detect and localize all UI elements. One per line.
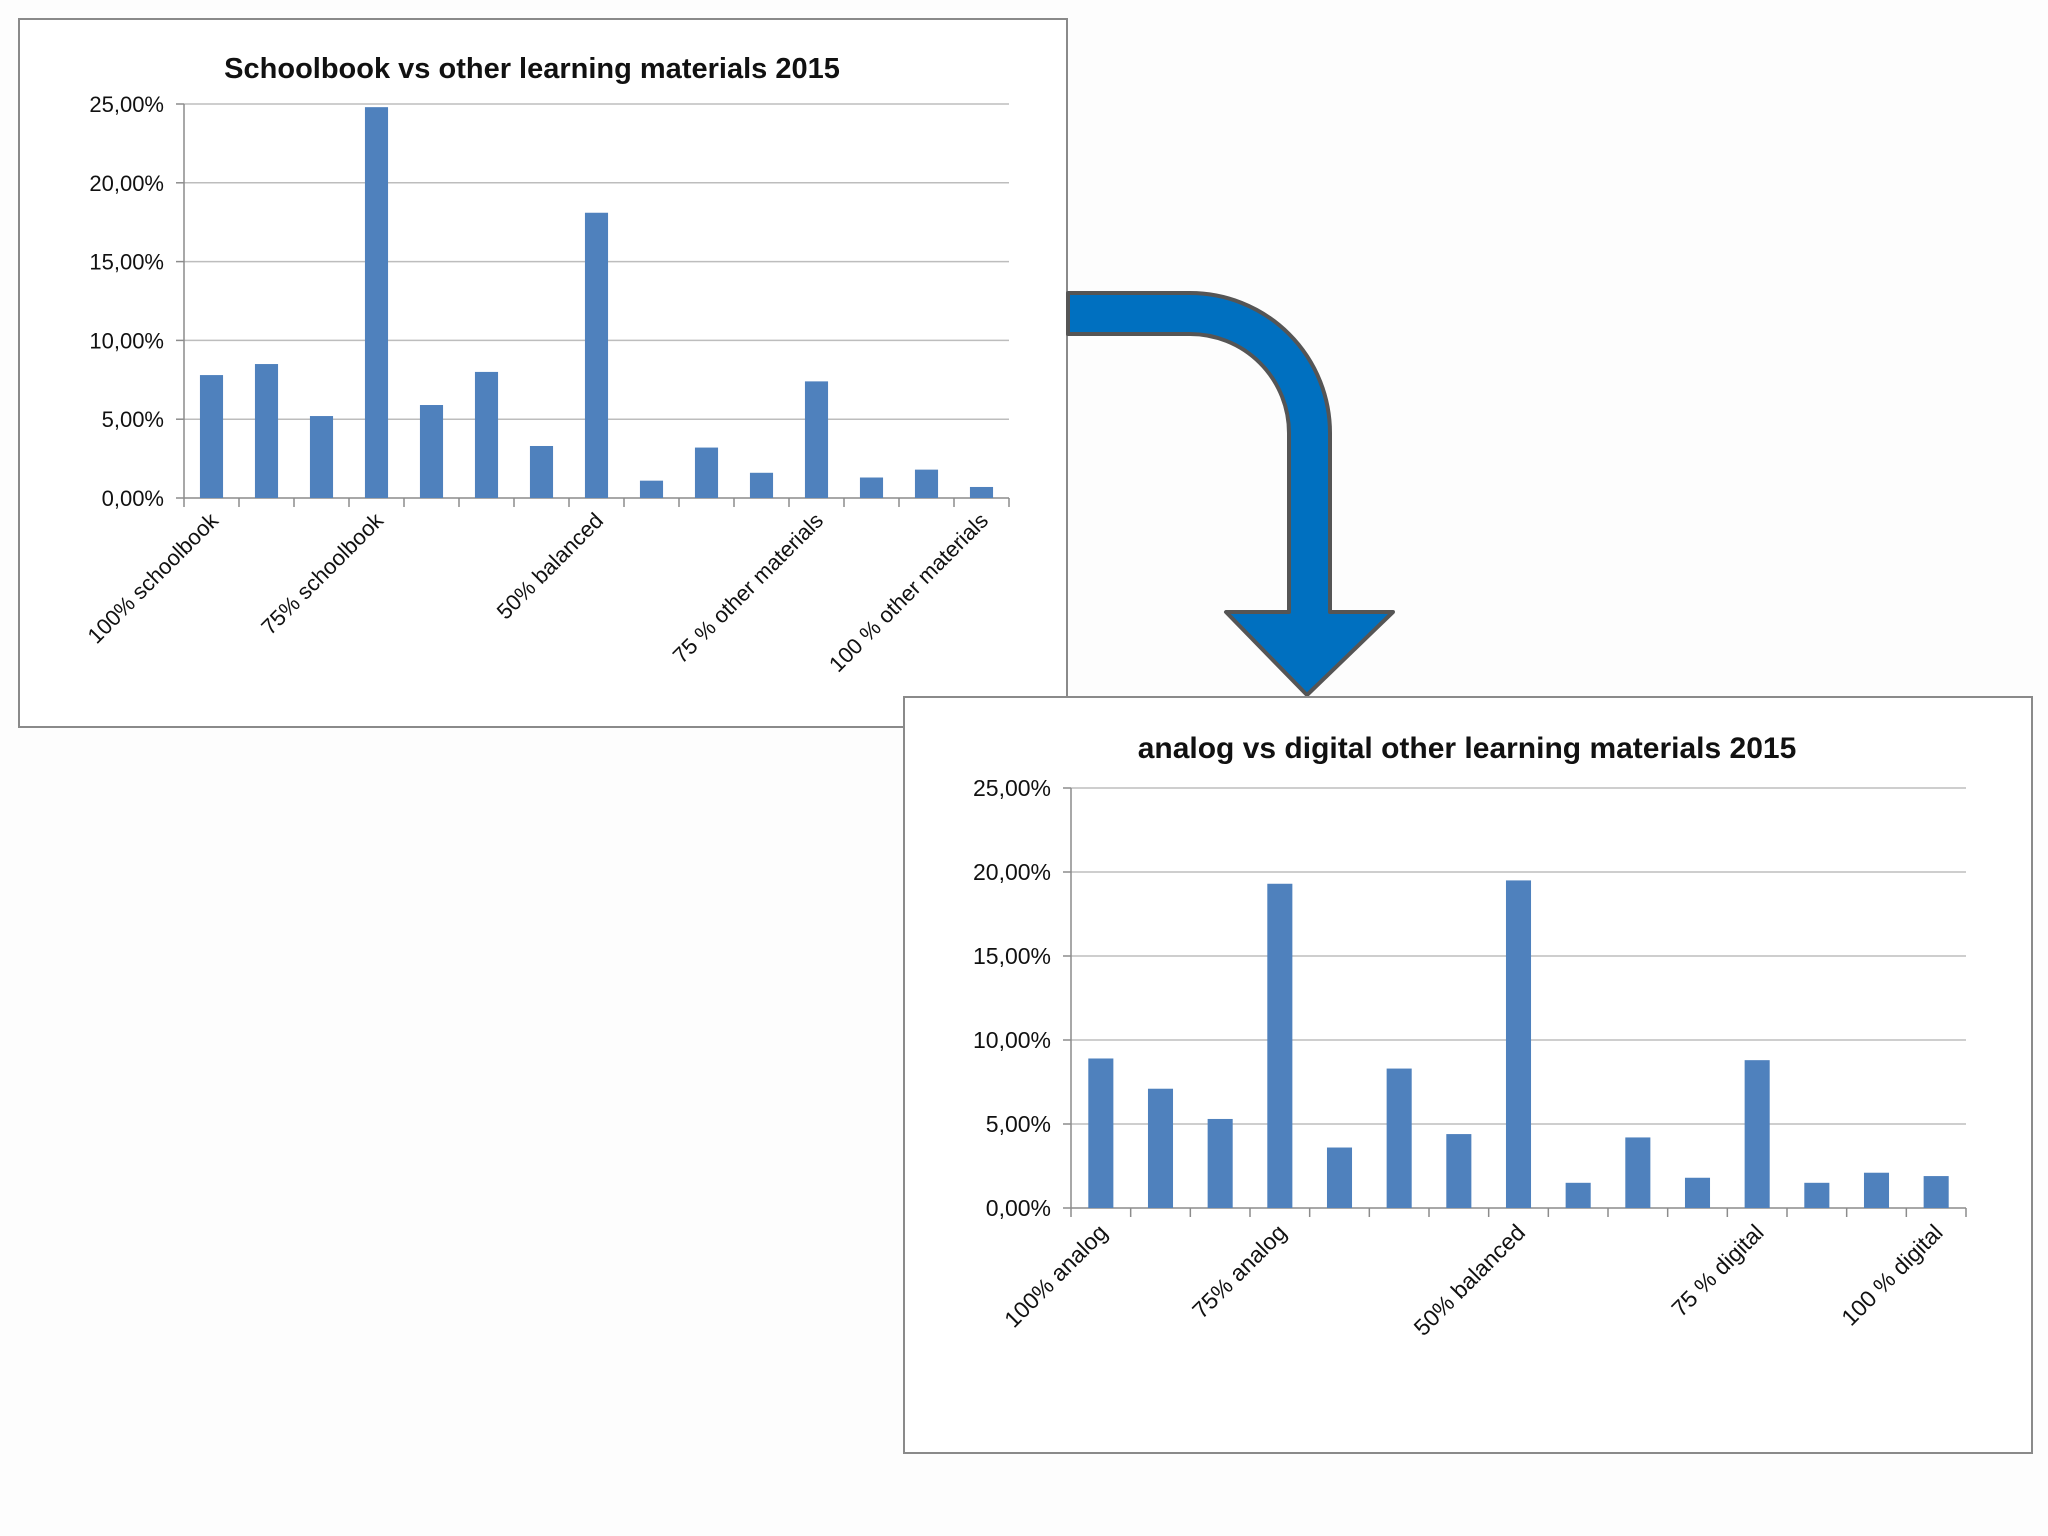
chart-title: Schoolbook vs other learning materials 2… [224, 53, 840, 85]
bar [419, 405, 444, 498]
bar [254, 364, 279, 498]
y-tick-label: 5,00% [986, 1111, 1051, 1137]
schoolbook-chart: Schoolbook vs other learning materials 2… [83, 53, 1010, 677]
bar [1625, 1137, 1651, 1208]
x-category-label: 75 % digital [1666, 1219, 1768, 1321]
bar [309, 416, 334, 498]
bar [694, 447, 719, 498]
y-tick-label: 5,00% [102, 407, 164, 432]
chart-panel-schoolbook: Schoolbook vs other learning materials 2… [18, 18, 1068, 728]
bar [529, 445, 554, 498]
bar [804, 381, 829, 498]
chart-panel-analog-digital: analog vs digital other learning materia… [903, 696, 2033, 1454]
y-tick-label: 10,00% [89, 328, 164, 353]
y-tick-label: 0,00% [986, 1195, 1051, 1221]
y-tick-label: 0,00% [102, 486, 164, 511]
bar [1446, 1134, 1472, 1208]
bar [474, 371, 499, 498]
bar [969, 486, 994, 498]
bar [1565, 1182, 1591, 1208]
bar [1326, 1147, 1353, 1208]
bar [364, 107, 389, 498]
y-tick-label: 25,00% [89, 92, 164, 117]
bar [199, 375, 224, 498]
bar [1684, 1177, 1711, 1208]
bar [1863, 1172, 1890, 1208]
x-category-label: 100% analog [999, 1219, 1112, 1332]
bar [1088, 1058, 1114, 1208]
bar [1207, 1118, 1233, 1208]
bar [1267, 883, 1293, 1208]
y-tick-label: 10,00% [973, 1027, 1051, 1053]
arrow-shape [1066, 291, 1395, 697]
y-tick-label: 15,00% [973, 943, 1051, 969]
analog-digital-chart: analog vs digital other learning materia… [973, 732, 1967, 1341]
chart-title: analog vs digital other learning materia… [1138, 732, 1797, 765]
bar [1804, 1182, 1830, 1208]
x-category-label: 75% analog [1187, 1219, 1291, 1323]
bar [1147, 1088, 1174, 1208]
bar [1744, 1060, 1770, 1208]
bar [1505, 880, 1532, 1208]
bar [584, 212, 609, 498]
y-tick-label: 15,00% [89, 250, 164, 275]
y-tick-label: 25,00% [973, 775, 1051, 801]
bar [859, 477, 884, 498]
x-category-label: 50% balanced [1409, 1219, 1530, 1340]
x-category-label: 100 % digital [1836, 1219, 1948, 1331]
bar [914, 469, 939, 498]
y-tick-label: 20,00% [973, 859, 1051, 885]
bar [1386, 1068, 1412, 1208]
y-tick-label: 20,00% [89, 171, 164, 196]
bar [749, 472, 774, 498]
bar [1923, 1176, 1949, 1208]
bar [639, 480, 664, 498]
